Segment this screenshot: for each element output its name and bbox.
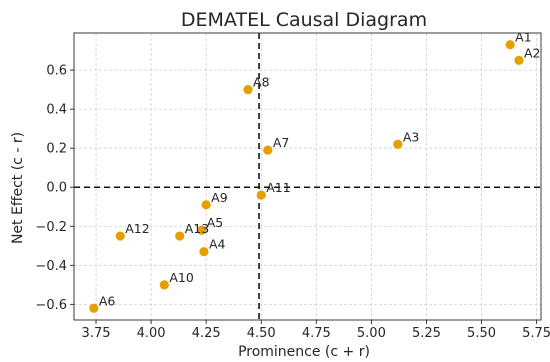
data-point-a7 bbox=[263, 145, 273, 155]
point-label-a10: A10 bbox=[169, 270, 194, 285]
y-tick-label: 0.6 bbox=[46, 64, 67, 79]
x-tick-label: 4.25 bbox=[192, 326, 221, 341]
plot-frame bbox=[73, 32, 542, 321]
x-tick-label: 5.75 bbox=[522, 326, 550, 341]
y-tick-label: −0.6 bbox=[35, 298, 67, 313]
point-label-a4: A4 bbox=[209, 237, 226, 252]
data-points bbox=[89, 40, 524, 313]
point-label-a6: A6 bbox=[99, 293, 116, 308]
data-point-a5 bbox=[197, 225, 207, 235]
data-point-a6 bbox=[89, 303, 99, 313]
point-label-a3: A3 bbox=[403, 129, 420, 144]
point-label-a2: A2 bbox=[524, 45, 541, 60]
point-label-a12: A12 bbox=[125, 221, 149, 236]
y-tick-label: 0.0 bbox=[46, 181, 67, 196]
data-point-a3 bbox=[393, 139, 403, 149]
data-point-a8 bbox=[243, 85, 253, 95]
grid bbox=[74, 33, 541, 320]
data-point-a1 bbox=[505, 40, 515, 50]
x-tick-label: 5.50 bbox=[467, 326, 496, 341]
point-label-a8: A8 bbox=[253, 75, 270, 90]
reference-lines bbox=[74, 33, 541, 320]
data-point-a11 bbox=[256, 190, 266, 200]
data-point-a10 bbox=[159, 280, 169, 290]
data-point-a2 bbox=[514, 55, 524, 65]
x-axis-title: Prominence (c + r) bbox=[238, 344, 370, 360]
point-label-a1: A1 bbox=[515, 30, 532, 45]
x-tick-label: 3.75 bbox=[82, 326, 111, 341]
plot-border bbox=[73, 32, 542, 321]
x-tick-label: 5.25 bbox=[412, 326, 441, 341]
y-tick-label: −0.4 bbox=[35, 259, 67, 274]
y-tick-label: 0.2 bbox=[46, 142, 67, 157]
x-tick-label: 5.00 bbox=[357, 326, 386, 341]
point-label-a11: A11 bbox=[266, 180, 290, 195]
chart-title: DEMATEL Causal Diagram bbox=[181, 9, 427, 31]
data-point-a4 bbox=[199, 247, 209, 257]
ticks: 3.75 4.00 4.25 4.50 4.75 5.00 5.25 5.50 5.75 −0.6… bbox=[35, 64, 550, 341]
data-point-a9 bbox=[201, 200, 211, 210]
x-tick-label: 4.75 bbox=[302, 326, 331, 341]
y-tick-label: −0.2 bbox=[35, 220, 67, 235]
data-point-a12 bbox=[115, 231, 125, 241]
x-tick-label: 4.00 bbox=[137, 326, 166, 341]
y-axis-title: Net Effect (c - r) bbox=[10, 132, 26, 244]
point-label-a13: A13 bbox=[185, 221, 209, 236]
plot-background bbox=[74, 33, 541, 320]
point-label-a5: A5 bbox=[207, 215, 224, 230]
y-tick-label: 0.4 bbox=[46, 103, 67, 118]
point-label-a9: A9 bbox=[211, 190, 228, 205]
point-label-a7: A7 bbox=[273, 135, 290, 150]
x-tick-label: 4.50 bbox=[247, 326, 276, 341]
data-point-a13 bbox=[175, 231, 185, 241]
